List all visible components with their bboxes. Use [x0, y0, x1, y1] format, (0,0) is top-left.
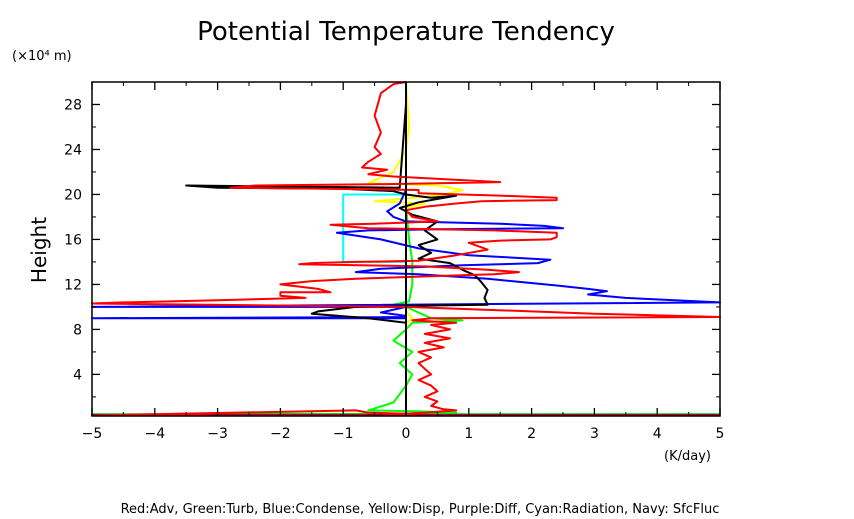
x-tick-label: −4: [144, 426, 165, 442]
y-tick-label: 24: [64, 142, 82, 158]
legend-text: Red:Adv, Green:Turb, Blue:Condense, Yell…: [121, 502, 720, 517]
x-tick-label: −2: [270, 426, 291, 442]
x-tick-label: −3: [207, 426, 228, 442]
series-layer: [91, 81, 721, 417]
y-tick-label: 8: [73, 322, 82, 338]
series-line-6: [91, 81, 721, 417]
y-tick-label: 20: [64, 187, 82, 203]
y-tick-label: 12: [64, 277, 82, 293]
series-line-0: [367, 81, 464, 416]
x-tick-label: 1: [464, 426, 473, 442]
series-line-5: [185, 82, 489, 414]
x-tick-label: 2: [527, 426, 536, 442]
x-tick-label: 3: [590, 426, 599, 442]
x-tick-label: 0: [402, 426, 411, 442]
series-line-4: [91, 189, 721, 414]
y-unit-label: (×10⁴ m): [12, 49, 72, 64]
x-tick-label: 4: [653, 426, 662, 442]
x-tick-label: 5: [716, 426, 725, 442]
y-axis-label: Height: [27, 217, 51, 283]
chart-title: Potential Temperature Tendency: [197, 17, 615, 47]
x-tick-label: −1: [333, 426, 354, 442]
y-tick-label: 28: [64, 97, 82, 113]
x-unit-label: (K/day): [664, 449, 711, 464]
y-tick-label: 4: [73, 367, 82, 383]
y-tick-label: 16: [64, 232, 82, 248]
x-tick-label: −5: [82, 426, 103, 442]
